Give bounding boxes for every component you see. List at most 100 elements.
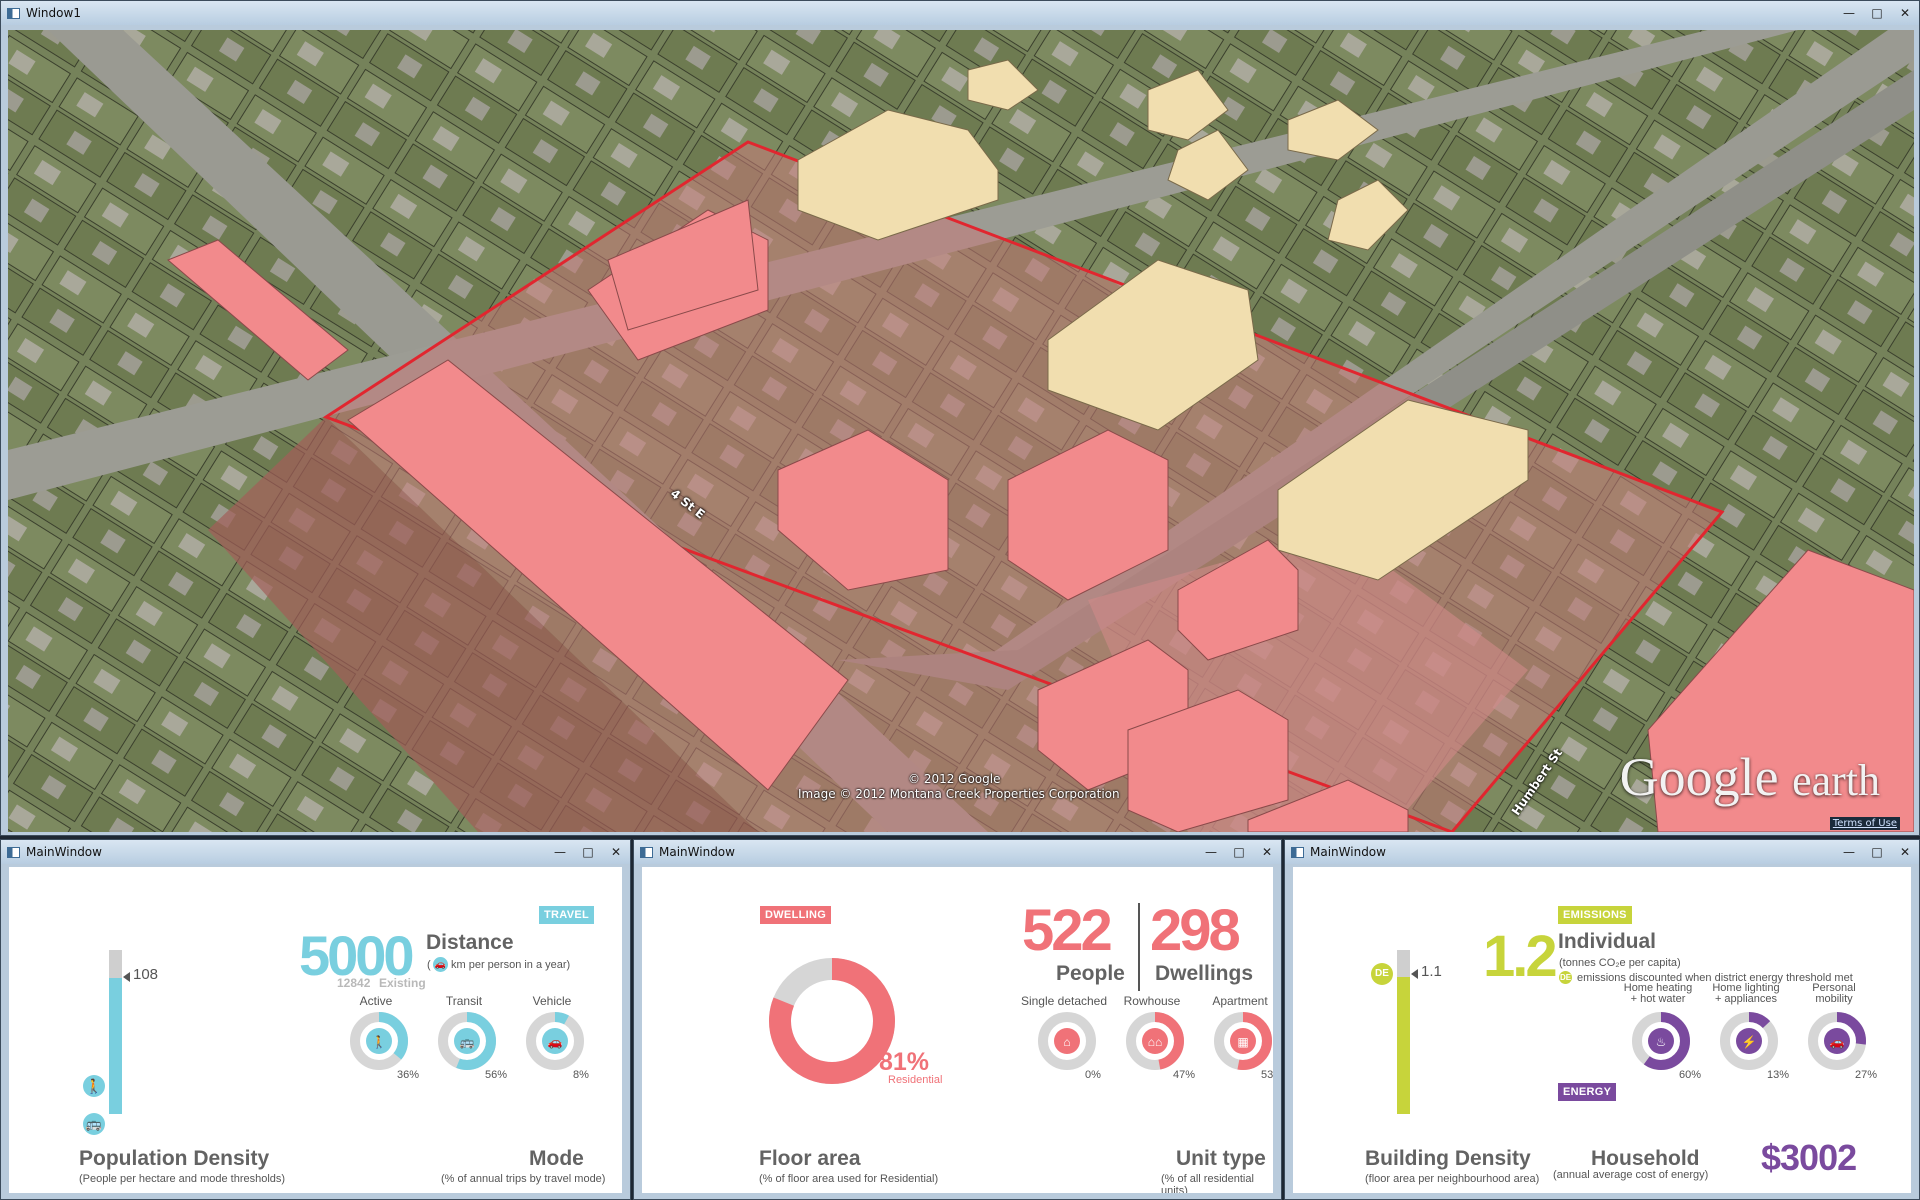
ring-center xyxy=(1142,1028,1168,1054)
emissions-tag: EMISSIONS xyxy=(1558,906,1632,924)
unit-type-title: Unit type xyxy=(1176,1147,1266,1170)
travel-window: MainWindow — □ ✕ TRAVEL 108 🚶 🚌 5000 Dis… xyxy=(0,839,631,1200)
app-icon xyxy=(7,846,20,858)
bus-icon: 🚌 xyxy=(460,1035,475,1049)
close-button[interactable]: ✕ xyxy=(1899,6,1911,20)
dwelling-window: MainWindow — □ ✕ DWELLING 81% Residentia… xyxy=(633,839,1282,1200)
ring-label: Single detached xyxy=(1020,994,1108,1008)
ring-label: Transit xyxy=(445,994,483,1008)
ring-gauge: ♨ xyxy=(1632,1012,1690,1070)
distance-value: 5000 xyxy=(299,924,415,987)
building-density-title: Building Density xyxy=(1365,1147,1531,1170)
maximize-button[interactable]: □ xyxy=(1871,845,1883,859)
maximize-button[interactable]: □ xyxy=(582,845,594,859)
density-subtitle: (People per hectare and mode thresholds) xyxy=(79,1173,286,1185)
density-marker xyxy=(123,972,130,982)
density-bar-remainder xyxy=(109,950,122,978)
travel-window-titlebar[interactable]: MainWindow — □ ✕ xyxy=(1,840,630,864)
ring-percent: 56% xyxy=(485,1069,508,1081)
ring-percent: 60% xyxy=(1679,1069,1702,1081)
discount-note: emissions discounted when district energ… xyxy=(1577,972,1853,984)
car-icon: 🚗 xyxy=(433,957,448,972)
existing-value: 12842 xyxy=(337,976,371,990)
maximize-button[interactable]: □ xyxy=(1871,6,1883,20)
ring-percent: 13% xyxy=(1767,1069,1790,1081)
ring-center xyxy=(1824,1028,1850,1054)
dwelling-window-titlebar[interactable]: MainWindow — □ ✕ xyxy=(634,840,1281,864)
ring-label: + appliances xyxy=(1714,993,1778,1005)
ring-percent: 0% xyxy=(1085,1069,1101,1081)
ring-track xyxy=(1038,1012,1096,1070)
residential-label: Residential xyxy=(888,1074,943,1086)
dwelling-panel: DWELLING 81% Residential 522 People 298 … xyxy=(642,867,1273,1193)
ring-percent: 47% xyxy=(1173,1069,1196,1081)
map-copyright: © 2012 Google xyxy=(908,772,1001,786)
mode-subtitle: (% of annual trips by travel mode) xyxy=(441,1173,606,1185)
ring-label: mobility xyxy=(1815,993,1853,1005)
app-icon xyxy=(640,846,653,858)
building-density-value: 1.1 xyxy=(1421,963,1442,980)
maximize-button[interactable]: □ xyxy=(1233,845,1245,859)
map-window: Window1 — □ ✕ xyxy=(0,0,1920,836)
emissions-window: MainWindow — □ ✕ EMISSIONS DE 1.1 1.2 In… xyxy=(1284,839,1920,1200)
map-view[interactable]: 4 St E Humbert St © 2012 Google Image © … xyxy=(8,30,1914,832)
close-button[interactable]: ✕ xyxy=(610,845,622,859)
app-icon xyxy=(1291,846,1304,858)
floor-area-subtitle: (% of floor area used for Residential) xyxy=(759,1173,939,1185)
google-earth-logo: Google earth xyxy=(1620,746,1880,808)
dwellings-value: 298 xyxy=(1150,898,1241,963)
dwelling-tag: DWELLING xyxy=(760,906,832,924)
density-value: 108 xyxy=(133,966,159,983)
ring-fill xyxy=(526,1012,584,1070)
ring-center xyxy=(1736,1028,1762,1054)
rowhouse-icon: ⌂⌂ xyxy=(1148,1035,1163,1049)
individual-label: Individual xyxy=(1558,930,1657,953)
house-icon: ⌂ xyxy=(1063,1035,1070,1049)
window-title: MainWindow xyxy=(1310,845,1386,859)
ring-gauge: 🚶 xyxy=(350,1012,408,1070)
travel-tag: TRAVEL xyxy=(539,906,594,924)
ring-center xyxy=(366,1028,392,1054)
close-button[interactable]: ✕ xyxy=(1899,845,1911,859)
minimize-button[interactable]: — xyxy=(1843,845,1855,859)
ring-gauge: ▦ xyxy=(1214,1012,1272,1070)
household-value: $3002 xyxy=(1761,1137,1857,1178)
emissions-window-titlebar[interactable]: MainWindow — □ ✕ xyxy=(1285,840,1919,864)
ring-label: Rowhouse xyxy=(1123,994,1181,1008)
travel-panel: TRAVEL 108 🚶 🚌 5000 Distance ( 🚗 km per … xyxy=(9,867,622,1193)
ring-center xyxy=(454,1028,480,1054)
ring-gauge: 🚗 xyxy=(1808,1012,1866,1070)
de-badge: DE xyxy=(1371,963,1393,985)
ring-center xyxy=(1230,1028,1256,1054)
building-density-subtitle: (floor area per neighbourhood area) xyxy=(1365,1173,1540,1185)
close-button[interactable]: ✕ xyxy=(1261,845,1273,859)
minimize-button[interactable]: — xyxy=(1205,845,1217,859)
ring-fill xyxy=(1126,1012,1184,1070)
distance-label: Distance xyxy=(426,931,514,954)
floor-area-title: Floor area xyxy=(759,1147,861,1170)
map-window-titlebar[interactable]: Window1 — □ ✕ xyxy=(1,1,1919,25)
walk-icon: 🚶 xyxy=(372,1035,387,1049)
logo-google-text: Google xyxy=(1619,747,1779,807)
ring-label: Active xyxy=(359,994,393,1008)
distance-sub: km per person in a year) xyxy=(451,959,571,971)
household-title: Household xyxy=(1591,1147,1700,1170)
terms-of-use-link[interactable]: Terms of Use xyxy=(1829,817,1900,830)
ring-percent: 36% xyxy=(397,1069,420,1081)
apartment-icon: ▦ xyxy=(1237,1035,1248,1049)
emissions-panel: EMISSIONS DE 1.1 1.2 Individual (tonnes … xyxy=(1293,867,1911,1193)
ring-gauge: ⌂ xyxy=(1038,1012,1096,1070)
building-density-bar xyxy=(1397,950,1410,1114)
residential-donut xyxy=(769,958,895,1084)
building-density-marker xyxy=(1411,969,1418,979)
window-title: MainWindow xyxy=(659,845,735,859)
distance-sub-open: ( xyxy=(427,959,431,971)
people-value: 522 xyxy=(1022,898,1113,963)
divider xyxy=(1138,903,1140,991)
ring-center xyxy=(542,1028,568,1054)
minimize-button[interactable]: — xyxy=(554,845,566,859)
ring-percent: 8% xyxy=(573,1069,589,1081)
individual-value: 1.2 xyxy=(1483,924,1558,989)
existing-label: Existing xyxy=(379,976,426,990)
minimize-button[interactable]: — xyxy=(1843,6,1855,20)
